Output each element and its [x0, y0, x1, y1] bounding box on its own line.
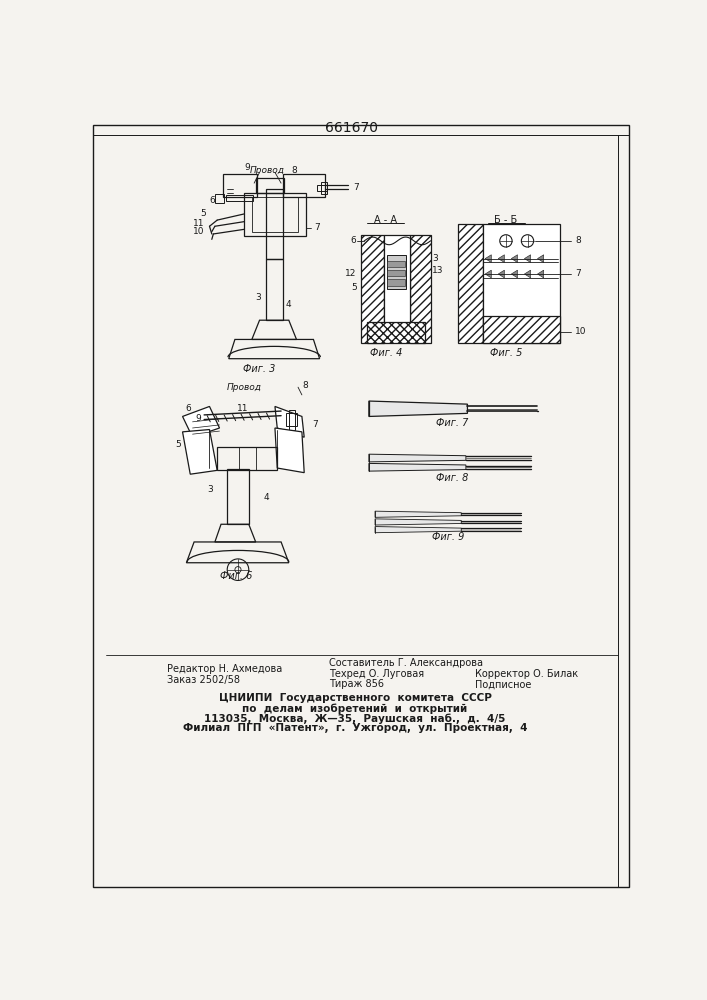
Polygon shape: [498, 270, 504, 278]
Text: Фиг. 8: Фиг. 8: [436, 473, 468, 483]
Text: 5: 5: [200, 209, 206, 218]
Text: Составитель Г. Александрова: Составитель Г. Александрова: [329, 658, 483, 668]
Text: Подписное: Подписное: [475, 679, 532, 689]
Bar: [387, 279, 405, 286]
Bar: [283, 174, 325, 197]
Text: Б - Б: Б - Б: [494, 215, 518, 225]
Bar: [227, 469, 249, 524]
Polygon shape: [485, 270, 491, 278]
Bar: [387, 270, 405, 276]
Bar: [361, 235, 385, 343]
Bar: [226, 195, 253, 201]
Text: 12: 12: [345, 269, 356, 278]
Text: 3: 3: [208, 485, 214, 494]
Text: 7: 7: [312, 420, 317, 429]
Bar: [387, 255, 406, 289]
Text: 8: 8: [575, 236, 581, 245]
Text: Редактор Н. Ахмедова: Редактор Н. Ахмедова: [167, 664, 282, 674]
Text: Фиг. 9: Фиг. 9: [432, 532, 464, 542]
Bar: [256, 178, 284, 193]
Text: ЦНИИПИ  Государственного  комитета  СССР: ЦНИИПИ Государственного комитета СССР: [218, 693, 491, 703]
Text: 6: 6: [186, 404, 192, 413]
Polygon shape: [511, 255, 518, 262]
Bar: [385, 235, 409, 328]
Text: А - А: А - А: [373, 215, 397, 225]
Polygon shape: [483, 224, 560, 343]
Polygon shape: [275, 428, 304, 473]
Polygon shape: [525, 270, 530, 278]
Text: Техред О. Луговая: Техред О. Луговая: [329, 669, 424, 679]
Polygon shape: [537, 255, 544, 262]
Polygon shape: [369, 463, 466, 471]
Text: 3: 3: [432, 254, 438, 263]
Text: 661670: 661670: [325, 121, 378, 135]
Text: 3: 3: [255, 293, 261, 302]
Bar: [409, 235, 431, 343]
Text: Фиг. 7: Фиг. 7: [436, 418, 468, 428]
Bar: [217, 447, 277, 470]
Text: Провод: Провод: [250, 166, 285, 175]
Polygon shape: [537, 270, 544, 278]
Text: 113035,  Москва,  Ж—35,  Раушская  наб.,  д.  4/5: 113035, Москва, Ж—35, Раушская наб., д. …: [204, 713, 506, 724]
Polygon shape: [511, 270, 518, 278]
Polygon shape: [375, 511, 461, 517]
Text: 8: 8: [303, 381, 309, 390]
Bar: [266, 259, 283, 320]
Polygon shape: [525, 255, 530, 262]
Text: Фиг. 5: Фиг. 5: [490, 348, 522, 358]
Polygon shape: [182, 406, 219, 437]
Text: 11: 11: [237, 404, 248, 413]
Bar: [252, 197, 298, 232]
Polygon shape: [485, 255, 491, 262]
Bar: [215, 194, 224, 203]
Polygon shape: [369, 401, 467, 416]
Bar: [368, 322, 425, 343]
Text: Провод: Провод: [227, 383, 262, 392]
Text: 9: 9: [245, 163, 250, 172]
Text: 8: 8: [291, 166, 297, 175]
Bar: [321, 182, 327, 194]
Polygon shape: [498, 255, 504, 262]
Bar: [266, 189, 283, 259]
Bar: [387, 261, 405, 267]
Polygon shape: [375, 527, 461, 533]
Bar: [317, 185, 327, 191]
Polygon shape: [275, 406, 304, 437]
Text: 10: 10: [575, 327, 587, 336]
Text: Корректор О. Билак: Корректор О. Билак: [475, 669, 578, 679]
Text: 4: 4: [264, 493, 269, 502]
Text: 5: 5: [175, 440, 181, 449]
Text: Фиг. 3: Фиг. 3: [243, 364, 276, 374]
Text: 5: 5: [351, 283, 356, 292]
Bar: [286, 413, 297, 426]
Text: 9: 9: [195, 414, 201, 423]
Text: Заказ 2502/58: Заказ 2502/58: [167, 675, 240, 685]
Text: по  делам  изобретений  и  открытий: по делам изобретений и открытий: [243, 703, 467, 714]
Text: 10: 10: [192, 227, 204, 236]
Text: 11: 11: [192, 219, 204, 228]
Text: 7: 7: [315, 223, 320, 232]
Polygon shape: [182, 430, 217, 474]
Bar: [288, 410, 295, 430]
Text: 7: 7: [575, 269, 581, 278]
Bar: [223, 174, 257, 197]
Text: 4: 4: [286, 300, 291, 309]
Text: 13: 13: [432, 266, 443, 275]
Bar: [458, 224, 483, 343]
Text: 7: 7: [354, 183, 359, 192]
Polygon shape: [369, 454, 466, 462]
Text: Фиг. 6: Фиг. 6: [221, 571, 252, 581]
Text: Филиал  ПГП  «Патент»,  г.  Ужгород,  ул.  Проектная,  4: Филиал ПГП «Патент», г. Ужгород, ул. Про…: [183, 723, 527, 733]
Bar: [244, 193, 305, 235]
Text: 6: 6: [209, 196, 215, 205]
Text: 6: 6: [351, 236, 356, 245]
Text: Тираж 856: Тираж 856: [329, 679, 384, 689]
Bar: [483, 316, 560, 343]
Text: Фиг. 4: Фиг. 4: [370, 348, 403, 358]
Polygon shape: [375, 519, 461, 525]
